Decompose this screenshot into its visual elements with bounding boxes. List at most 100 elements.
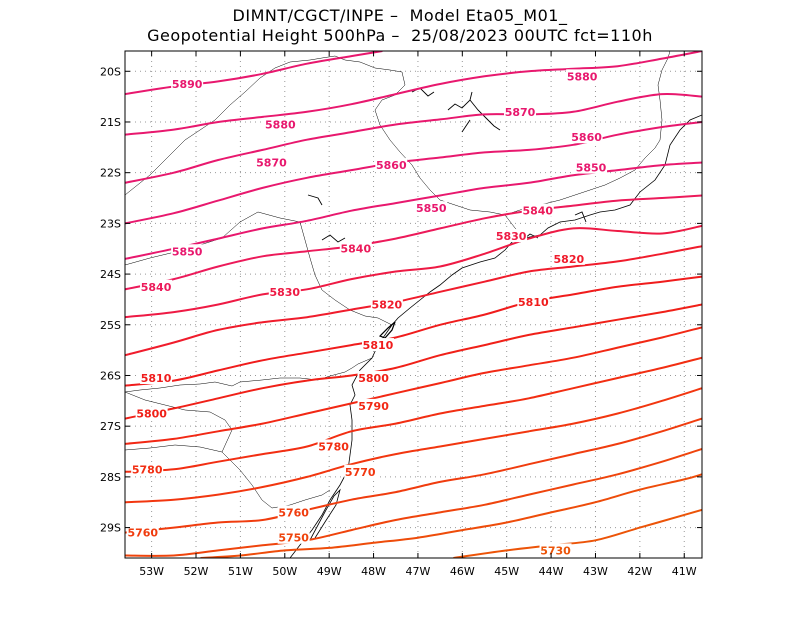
lon-tick-label: 52W (184, 565, 209, 578)
border-sc-rs (125, 444, 331, 509)
contour-label-bg (339, 241, 372, 255)
contour-label: 5750 (278, 532, 309, 545)
contour-label-bg (361, 338, 394, 352)
coastline-lagoon (309, 488, 341, 541)
contour-5750 (125, 448, 702, 557)
lon-tick-label: 49W (317, 565, 342, 578)
contour-label: 5830 (269, 286, 300, 299)
lon-tick-label: 47W (406, 565, 431, 578)
contour-5820 (125, 245, 702, 357)
contour-label: 5850 (416, 202, 447, 215)
contour-5800 (125, 303, 702, 420)
contour-label: 5850 (576, 162, 607, 175)
contour-5810 (125, 275, 702, 387)
lon-tick-label: 42W (627, 565, 652, 578)
contour-label: 5850 (172, 245, 203, 258)
contour-label: 5760 (278, 506, 309, 519)
lon-tick-label: 46W (450, 565, 475, 578)
contour-label: 5810 (518, 296, 549, 309)
contour-5850 (125, 161, 702, 260)
contour-label-bg (517, 294, 550, 308)
contour-label-bg (415, 201, 448, 215)
contour-5880 (125, 51, 702, 136)
contour-label-bg (539, 543, 572, 557)
contour-label-bg (135, 406, 168, 420)
contour-label: 5760 (127, 527, 158, 540)
contour-label: 5810 (141, 372, 172, 385)
lon-tick-label: 44W (539, 565, 564, 578)
map-title-line-1: DIMNT/CGCT/INPE – Model Eta05_M01_ (232, 6, 568, 25)
contour-5740 (200, 473, 702, 558)
lon-tick-label: 41W (672, 565, 697, 578)
contour-label: 5780 (318, 440, 349, 453)
contour-label-bg (504, 104, 537, 118)
contour-label-bg (344, 464, 377, 478)
lon-tick-label: 45W (494, 565, 519, 578)
contour-label: 5800 (136, 408, 167, 421)
contour-label-bg (495, 229, 528, 243)
contour-label: 5840 (141, 281, 172, 294)
lon-tick-label: 43W (583, 565, 608, 578)
border-ms-sp (125, 55, 361, 196)
lon-tick-label: 48W (361, 565, 386, 578)
border-sp-mg (359, 61, 526, 239)
contour-5860 (125, 121, 702, 225)
height-contours (125, 51, 702, 558)
contour-5780 (125, 356, 702, 473)
lon-tick-label: 51W (228, 565, 253, 578)
contour-label: 5880 (567, 70, 598, 83)
axis-ticks: 20S 21S 22S 23S 24S 25S 26S 27S 28S 29S 53W 52W 51W 5… (100, 51, 702, 578)
contour-label-bg (277, 530, 310, 544)
contour-label-bg (140, 371, 173, 385)
lat-tick-label: 22S (100, 167, 121, 180)
contour-label-bg (552, 251, 585, 265)
contour-label-bg (566, 69, 599, 83)
lat-tick-label: 28S (100, 471, 121, 484)
lat-tick-label: 20S (100, 65, 121, 78)
contour-5790 (125, 326, 702, 445)
contour-label-bg (317, 439, 350, 453)
contour-label-bg (277, 505, 310, 519)
contour-5730 (453, 508, 702, 558)
contour-labels: 5890 5880 5880 5870 5870 5860 5860 5850 5850 5850… (126, 69, 608, 557)
map-background (125, 51, 702, 558)
contour-label-bg (570, 130, 603, 144)
contour-label: 5830 (496, 230, 527, 243)
contour-label: 5780 (132, 463, 163, 476)
border-pr-sc (125, 357, 373, 393)
contour-5870 (125, 92, 702, 184)
contour-label-bg (268, 284, 301, 298)
contour-5830 (125, 224, 702, 319)
contour-label-bg (131, 462, 164, 476)
contour-label: 5870 (505, 106, 536, 119)
contour-label-bg (357, 371, 390, 385)
contour-label-bg (140, 279, 173, 293)
contour-label-bg (370, 297, 403, 311)
contour-5760 (125, 417, 702, 534)
contour-label: 5790 (358, 400, 389, 413)
contour-label: 5820 (554, 253, 585, 266)
contour-label: 5840 (340, 243, 371, 256)
contour-label: 5860 (571, 131, 602, 144)
plot-frame (124, 50, 703, 559)
lat-tick-label: 24S (100, 268, 121, 281)
contour-label: 5800 (358, 372, 389, 385)
map-geography (125, 51, 702, 558)
lat-tick-label: 21S (100, 116, 121, 129)
lat-tick-label: 29S (100, 522, 121, 535)
coastline (289, 114, 702, 558)
contour-label: 5810 (363, 339, 394, 352)
contour-label-bg (264, 117, 297, 131)
contour-label: 5730 (540, 544, 571, 557)
lat-tick-label: 23S (100, 217, 121, 230)
contour-label: 5870 (256, 157, 287, 170)
lat-tick-label: 25S (100, 319, 121, 332)
contour-label-bg (255, 155, 288, 169)
contour-label: 5820 (372, 299, 403, 312)
contour-label-bg (126, 525, 159, 539)
contour-5770 (125, 387, 702, 504)
reservoir-lines (307, 87, 587, 243)
contour-label-bg (575, 160, 608, 174)
contour-label: 5840 (522, 205, 553, 218)
